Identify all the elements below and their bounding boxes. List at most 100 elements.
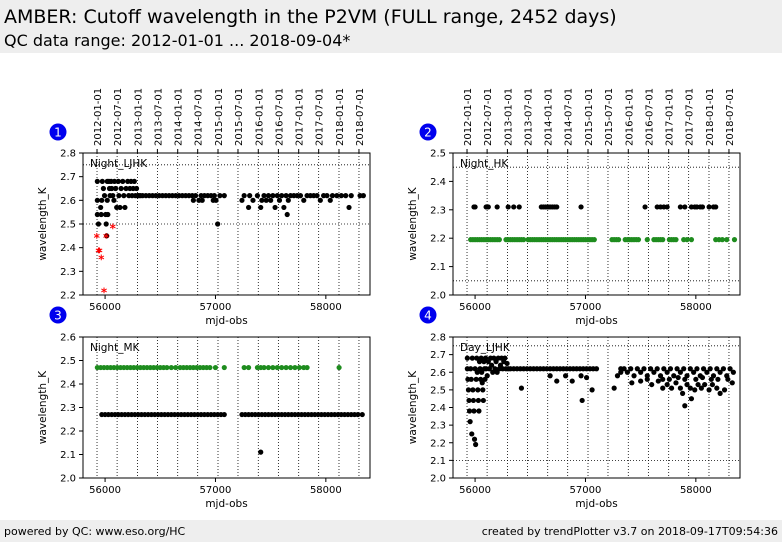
plot-frame	[82, 336, 371, 479]
data-point	[276, 197, 283, 203]
data-point	[480, 387, 486, 393]
y-axis-label: wavelength_K	[407, 186, 419, 260]
data-point	[681, 366, 687, 372]
data-point	[245, 364, 252, 371]
data-point	[482, 355, 489, 361]
data-point	[694, 366, 700, 372]
y-tick-label: 2.0	[430, 291, 446, 302]
data-point	[317, 197, 323, 203]
date-tick-label: 2018-01-01	[705, 88, 716, 146]
date-tick-label: 2018-07-01	[725, 88, 736, 146]
data-point	[719, 237, 725, 243]
date-tick-label: 2013-01-01	[133, 88, 144, 146]
data-point	[283, 364, 289, 371]
x-tick-label: 58000	[680, 485, 712, 496]
data-point	[468, 366, 474, 372]
data-point	[471, 436, 478, 442]
data-point	[635, 237, 642, 243]
data-point	[466, 408, 473, 414]
data-point	[250, 197, 256, 203]
data-point	[700, 366, 707, 372]
data-point	[117, 204, 123, 211]
data-point	[329, 193, 336, 199]
data-point	[211, 193, 217, 199]
data-point	[98, 204, 104, 211]
data-point	[467, 419, 473, 425]
data-point	[654, 366, 660, 372]
data-point	[727, 366, 733, 372]
data-point	[715, 376, 721, 382]
data-point	[638, 369, 644, 375]
data-point	[95, 221, 102, 227]
x-axis-label: mjd-obs	[205, 498, 247, 510]
x-axis-label: mjd-obs	[575, 315, 617, 327]
data-point	[688, 237, 695, 243]
data-point	[279, 193, 285, 199]
data-point	[471, 408, 477, 414]
data-point	[296, 364, 302, 371]
data-point	[664, 369, 670, 375]
data-point	[123, 185, 129, 192]
data-point	[348, 193, 354, 199]
y-tick-label: 2.8	[60, 149, 76, 160]
data-point	[336, 364, 342, 371]
data-point	[466, 397, 472, 404]
panel-number: 1	[54, 126, 62, 140]
data-point	[468, 376, 474, 382]
x-axis-label: mjd-obs	[205, 315, 247, 327]
data-point	[699, 374, 706, 381]
y-tick-label: 2.4	[430, 403, 446, 414]
y-axis-label: wavelength_K	[37, 370, 49, 444]
date-tick-label: 2014-07-01	[564, 88, 575, 146]
data-point	[475, 397, 481, 404]
data-point	[480, 397, 486, 404]
y-tick-label: 2.5	[430, 149, 446, 160]
data-point	[724, 237, 730, 243]
data-point	[702, 381, 708, 388]
data-point: *	[94, 231, 101, 245]
y-tick-label: 2.4	[430, 177, 446, 188]
data-point	[707, 366, 713, 372]
data-point	[634, 366, 640, 372]
x-tick-label: 58000	[310, 485, 342, 496]
data-point	[478, 355, 484, 361]
date-tick-label: 2016-01-01	[624, 88, 635, 146]
page-subtitle: QC data range: 2012-01-01 ... 2018-09-04…	[4, 31, 351, 50]
data-point	[518, 385, 525, 391]
data-point	[677, 385, 683, 391]
y-tick-label: 2.6	[60, 196, 76, 207]
data-point	[274, 364, 280, 371]
date-tick-label: 2014-01-01	[544, 88, 555, 146]
panel-label: Day_LJHK	[460, 342, 511, 354]
y-tick-label: 2.2	[60, 427, 76, 438]
data-point	[673, 237, 679, 243]
data-point	[272, 204, 278, 211]
data-point	[98, 211, 104, 218]
data-point	[720, 366, 727, 372]
plot-frame	[452, 152, 741, 296]
data-point	[254, 193, 261, 199]
data-point	[641, 366, 647, 372]
data-point	[115, 178, 121, 184]
x-tick-label: 56000	[459, 485, 491, 496]
data-point: *	[98, 253, 105, 267]
data-point	[682, 403, 688, 409]
data-point	[680, 390, 686, 396]
data-point	[704, 369, 710, 375]
data-point	[213, 197, 219, 203]
data-point: *	[110, 222, 117, 236]
y-tick-label: 2.7	[430, 350, 446, 361]
data-point	[578, 373, 584, 379]
x-axis-label: mjd-obs	[575, 498, 617, 510]
data-point	[283, 193, 289, 199]
data-point	[338, 193, 344, 199]
data-point	[94, 211, 100, 218]
y-tick-label: 2.8	[430, 333, 446, 344]
y-tick-label: 2.0	[60, 474, 76, 485]
date-tick-label: 2016-07-01	[274, 88, 285, 146]
data-point	[731, 237, 738, 243]
data-point	[259, 197, 265, 203]
y-tick-label: 2.6	[430, 368, 446, 379]
y-tick-label: 2.3	[430, 205, 446, 216]
data-point	[484, 373, 490, 379]
